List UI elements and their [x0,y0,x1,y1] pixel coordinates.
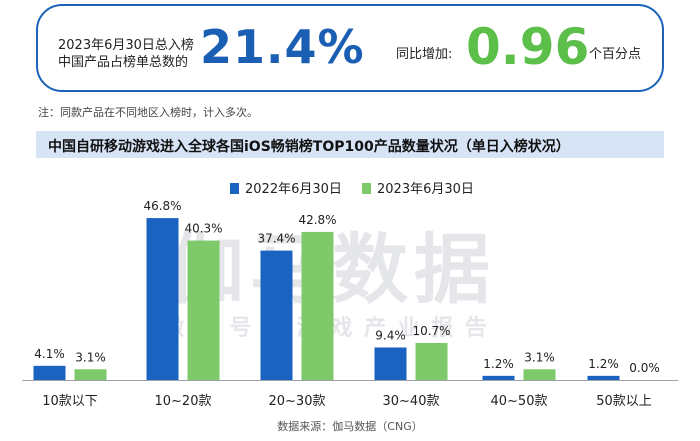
data-label: 3.1% [75,350,106,364]
bar-2023 [187,240,220,380]
kpi-right-label: 同比增加: [396,47,453,62]
kpi-right-value: 0.96 [466,18,590,76]
bar-2023 [301,231,334,380]
chart-title: 中国自研移动游戏进入全球各国iOS畅销榜TOP100产品数量状况（单日入榜状况） [48,139,570,155]
data-label: 4.1% [34,347,65,361]
legend-swatch-blue [230,183,239,194]
x-tick-label: 30~40款 [383,394,440,409]
data-source: 数据来源：伽马数据（CNG） [277,420,423,433]
bar-2023 [74,369,107,380]
data-label: 37.4% [257,232,295,246]
x-tick-label: 40~50款 [491,394,548,409]
kpi-card [36,4,664,92]
bar-2023 [523,369,556,380]
kpi-left-label: 2023年6月30日总入榜 中国产品占榜单总数的 [58,37,194,71]
kpi-left-value: 21.4% [200,20,365,74]
kpi-left-label-line2: 中国产品占榜单总数的 [58,55,189,70]
bar-2022 [482,375,515,380]
kpi-right-unit: 个百分点 [589,47,642,62]
bar-2022 [33,365,66,380]
data-label: 3.1% [524,350,555,364]
data-label: 40.3% [184,222,222,236]
x-tick-label: 10~20款 [155,394,212,409]
legend-label-2023: 2023年6月30日 [377,182,474,197]
data-label: 1.2% [588,357,619,371]
bar-2022 [260,250,293,380]
data-label: 1.2% [483,357,514,371]
bar-2023 [415,342,448,380]
bar-2022 [146,218,179,380]
kpi-left-label-line1: 2023年6月30日总入榜 [58,38,194,53]
bar-2022 [587,375,620,380]
footnote: 注：同款产品在不同地区入榜时，计入多次。 [38,106,258,119]
data-label: 42.8% [298,213,336,227]
legend-item-2023: 2023年6月30日 [362,178,474,197]
legend-swatch-green [362,183,371,194]
legend-item-2022: 2022年6月30日 [230,178,342,197]
chart-title-bar: 中国自研移动游戏进入全球各国iOS畅销榜TOP100产品数量状况（单日入榜状况） [36,131,664,158]
x-tick-label: 10款以下 [42,394,98,409]
data-label: 9.4% [375,328,406,342]
data-label: 46.8% [143,199,181,213]
x-tick-label: 20~30款 [269,394,326,409]
legend-label-2022: 2022年6月30日 [245,182,342,197]
data-label: 10.7% [412,324,450,338]
data-label: 0.0% [629,361,660,375]
bar-2022 [374,347,407,380]
x-tick-label: 50款以上 [596,394,652,409]
